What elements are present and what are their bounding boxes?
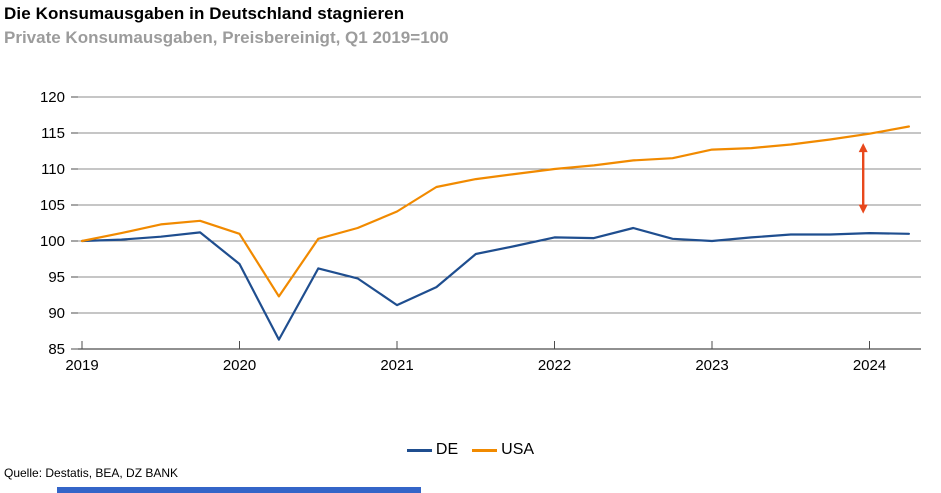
line-chart: 85 90 95 100 105 110 115 120 2019 2020 2021 2022 202… — [40, 89, 921, 374]
y-tick-label-115: 115 — [41, 125, 65, 142]
y-tick-label-120: 120 — [40, 89, 65, 106]
chart-title: Die Konsumausgaben in Deutschland stagni… — [4, 4, 405, 23]
y-tick-label-90: 90 — [48, 305, 65, 322]
x-tick-label-2020: 2020 — [223, 357, 256, 374]
legend-item-de: DE — [406, 441, 459, 459]
bottom-accent-bar — [57, 487, 421, 493]
y-tick-label-85: 85 — [48, 341, 65, 358]
y-tick-label-110: 110 — [41, 161, 65, 178]
chart-subtitle: Private Konsumausgaben, Preisbereinigt, … — [4, 28, 449, 47]
y-tick-label-100: 100 — [40, 233, 65, 250]
y-tick-label-105: 105 — [40, 197, 65, 214]
legend-label-de: DE — [435, 441, 459, 458]
legend-label-usa: USA — [501, 441, 535, 458]
legend: DE USA — [0, 441, 941, 459]
de-series-line — [80, 226, 911, 341]
source-note: Quelle: Destatis, BEA, DZ BANK — [4, 466, 179, 480]
x-tick-label-2019: 2019 — [65, 357, 98, 374]
gap-arrow-head-top — [858, 143, 868, 153]
x-tick-label-2023: 2023 — [695, 357, 728, 374]
usa-series-line — [80, 125, 911, 298]
gap-arrow-head-bottom — [858, 204, 868, 214]
x-tick-label-2022: 2022 — [538, 357, 571, 374]
usa-line-swatch — [472, 448, 498, 452]
x-tick-label-2024: 2024 — [853, 357, 886, 374]
de-line-swatch — [406, 448, 432, 452]
x-tick-label-2021: 2021 — [380, 357, 413, 374]
legend-item-usa: USA — [472, 441, 534, 459]
y-tick-label-95: 95 — [48, 269, 65, 286]
